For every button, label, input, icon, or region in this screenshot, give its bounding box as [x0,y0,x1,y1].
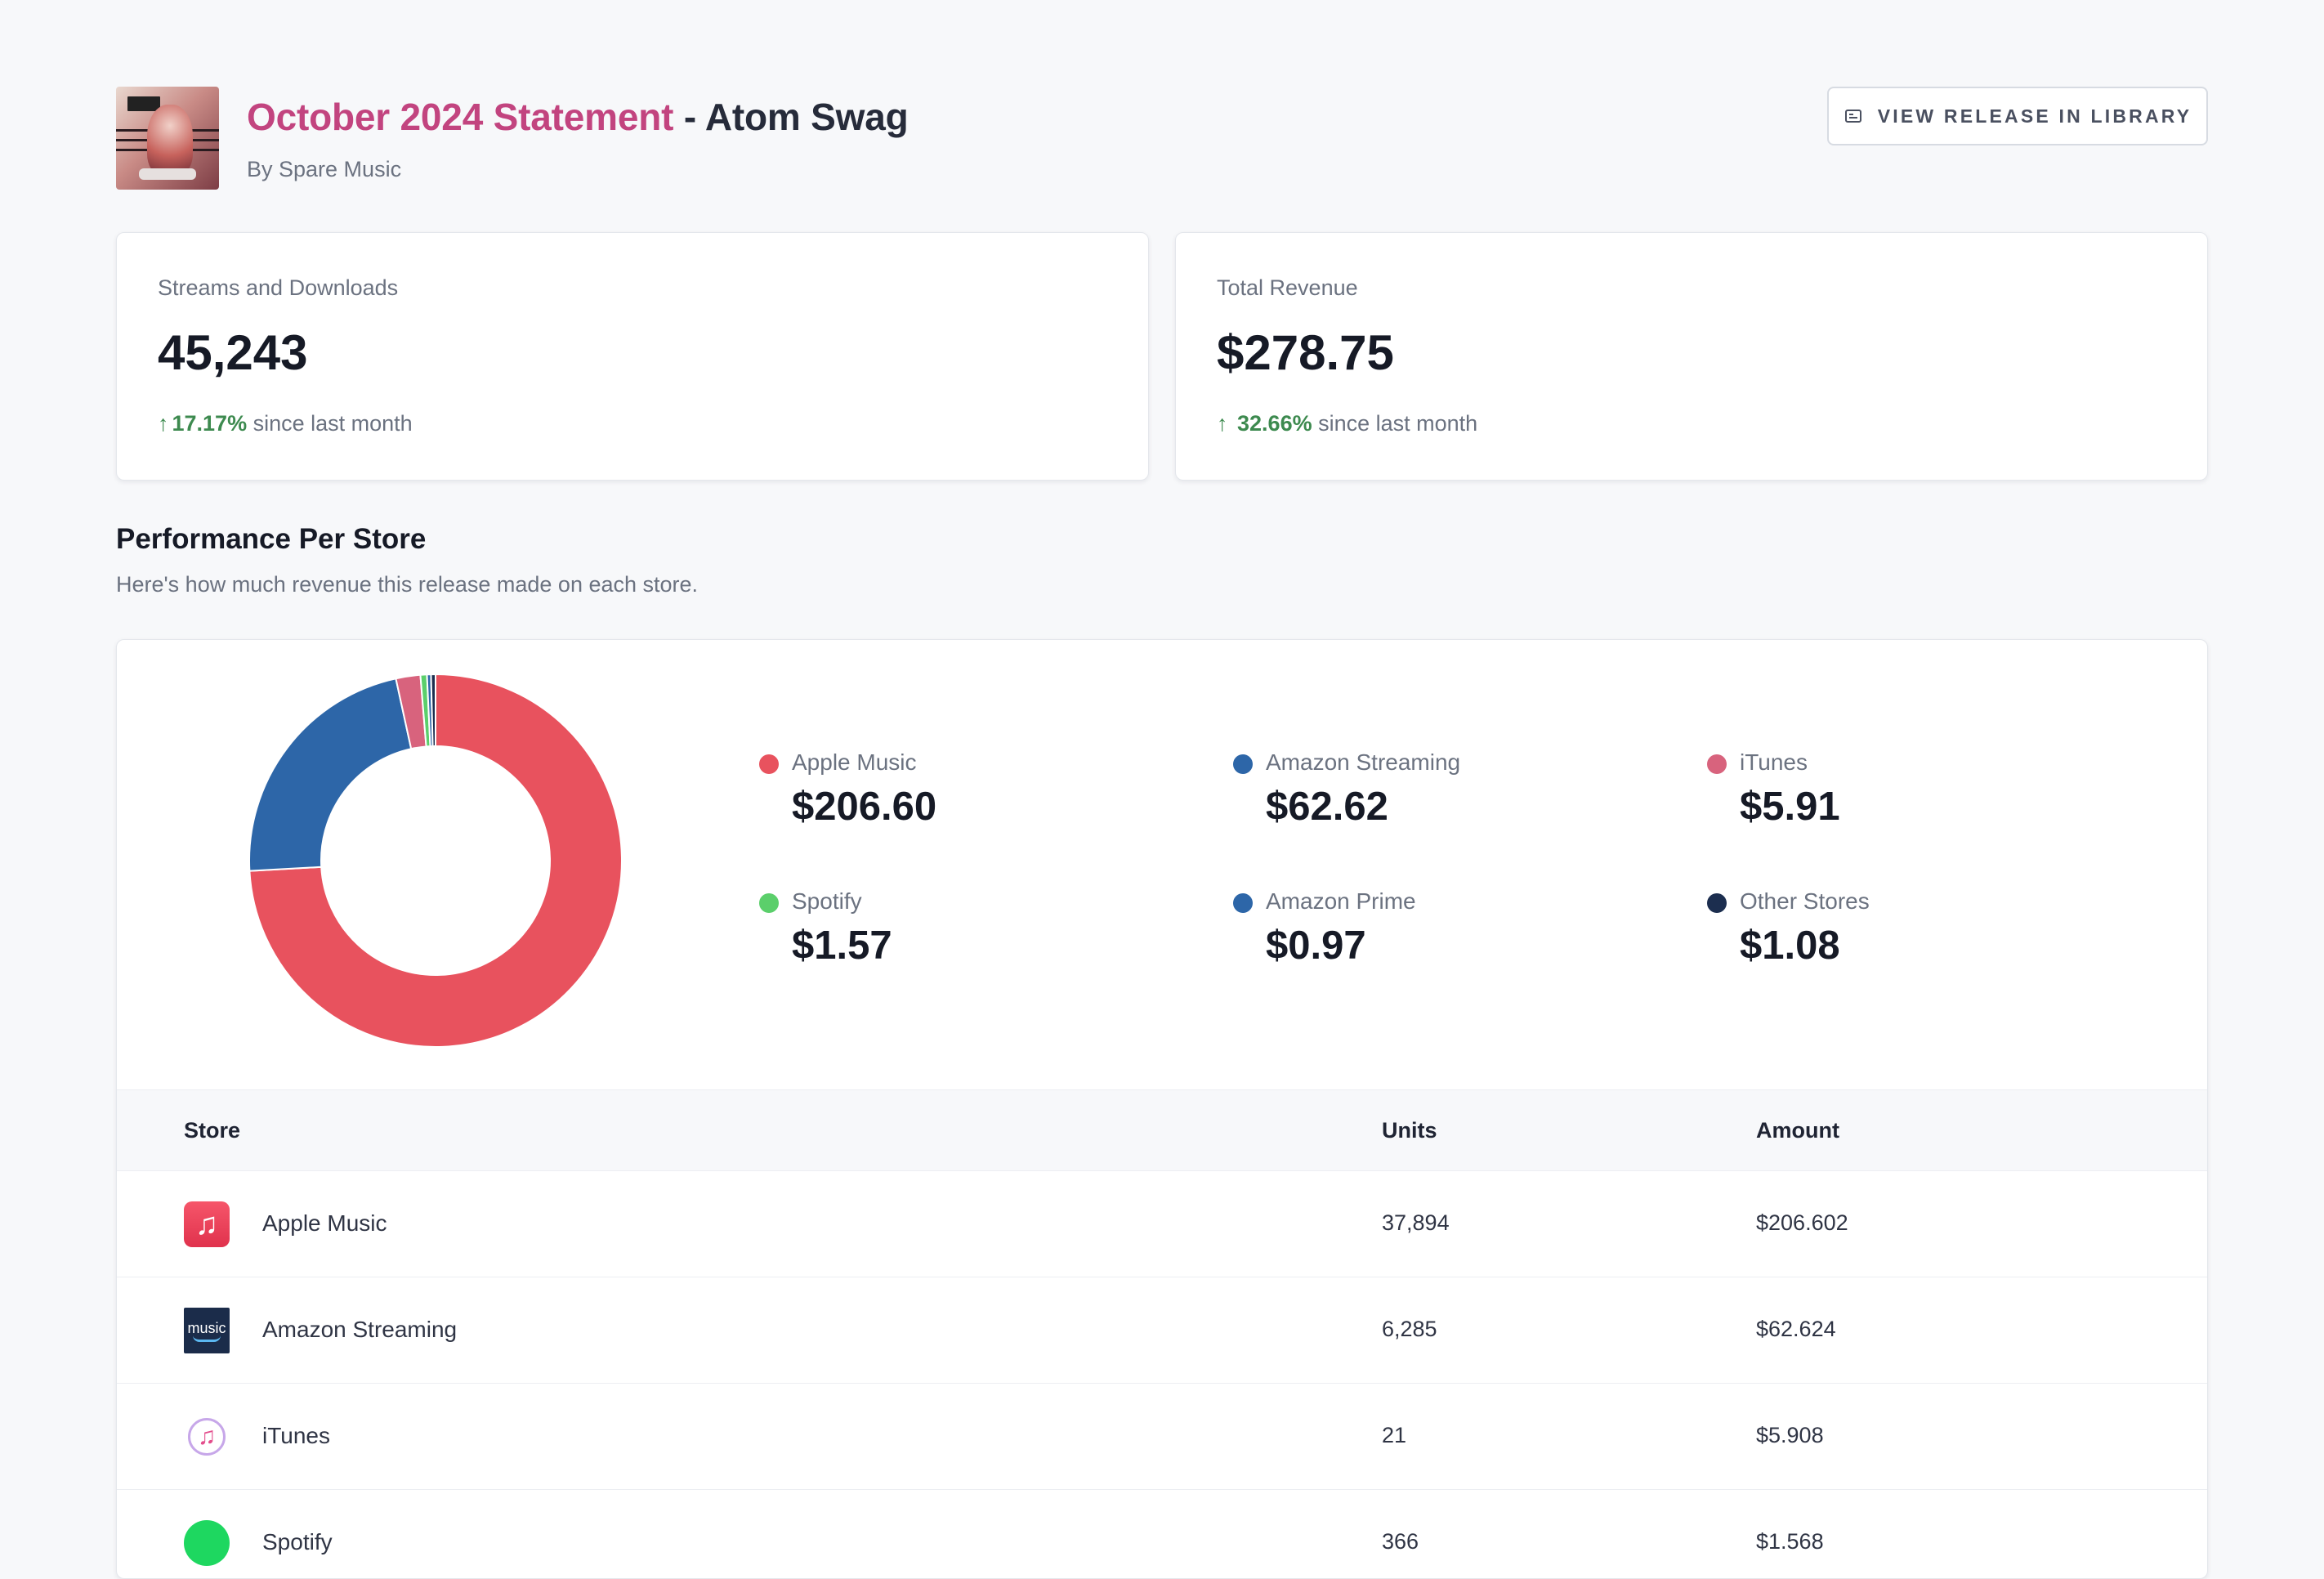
column-header-units: Units [1382,1118,1437,1143]
legend-dot [1707,893,1727,913]
statement-header: October 2024 Statement - Atom Swag By Sp… [116,87,2208,193]
legend-store-amount: $206.60 [792,785,937,829]
stat-label: Total Revenue [1217,275,1358,300]
release-cover-art [116,87,219,190]
view-release-in-library-label: VIEW RELEASE IN LIBRARY [1877,105,2192,127]
store-amount: $1.568 [1756,1529,1824,1554]
amazon-music-logo-text: music [187,1319,226,1336]
itunes-icon: ♫ [188,1418,226,1456]
store-units: 366 [1382,1529,1419,1554]
statement-period: October 2024 Statement [247,96,674,138]
legend-store-name: Amazon Streaming [1266,749,1461,775]
stat-value: 45,243 [158,325,308,380]
legend-item-amazon-prime: Amazon Prime $0.97 [1233,883,1658,982]
stat-change-percent: 32.66% [1237,411,1312,436]
arrow-up-icon: ↑ [1217,411,1235,436]
table-row: ♫ Apple Music 37,894 $206.602 [117,1171,2207,1277]
section-title: Performance Per Store [116,523,427,555]
legend-store-name: Apple Music [792,749,917,775]
legend-store-amount: $1.08 [1740,924,1840,968]
store-amount: $5.908 [1756,1423,1824,1447]
legend-dot [1707,754,1727,774]
legend-store-name: Spotify [792,888,862,914]
library-icon [1844,110,1861,123]
donut-slice-apple-music [248,673,623,1048]
store-amount: $206.602 [1756,1210,1848,1235]
legend-store-amount: $5.91 [1740,785,1840,829]
store-name: Amazon Streaming [262,1317,458,1342]
column-header-amount: Amount [1756,1118,1839,1143]
legend-item-other-stores: Other Stores $1.08 [1707,883,2132,982]
legend-store-amount: $62.62 [1266,785,1388,829]
store-name: iTunes [262,1423,331,1448]
column-header-store: Store [184,1118,241,1143]
stat-change-suffix: since last month [247,411,413,436]
view-release-in-library-button[interactable]: VIEW RELEASE IN LIBRARY [1827,87,2208,145]
stat-change: ↑ 17.17% since last month [158,411,413,436]
legend-store-name: Amazon Prime [1266,888,1416,914]
legend-store-name: iTunes [1740,749,1808,775]
table-row: Spotify 366 $1.568 [117,1490,2207,1578]
revenue-donut-chart [248,673,623,1048]
legend-dot [759,893,779,913]
legend-dot [759,754,779,774]
legend-item-apple-music: Apple Music $206.60 [759,745,1184,843]
store-amount: $62.624 [1756,1317,1836,1341]
apple-music-icon: ♫ [184,1201,230,1247]
spotify-icon [184,1520,230,1566]
page-title: October 2024 Statement - Atom Swag [247,95,909,139]
store-name: Apple Music [262,1210,387,1236]
performance-per-store-card: Apple Music $206.60 Amazon Streaming $62… [116,639,2208,1579]
legend-dot [1233,754,1253,774]
streams-downloads-card: Streams and Downloads 45,243 ↑ 17.17% sin… [116,232,1149,481]
legend-item-spotify: Spotify $1.57 [759,883,1184,982]
store-table-header: Store Units Amount [117,1089,2207,1171]
table-row: ♫ iTunes 21 $5.908 [117,1384,2207,1490]
release-artist: By Spare Music [247,157,402,181]
amazon-music-icon: music [184,1308,230,1353]
stat-value: $278.75 [1217,325,1394,380]
legend-item-itunes: iTunes $5.91 [1707,745,2132,843]
store-units: 6,285 [1382,1317,1437,1341]
legend-store-amount: $1.57 [792,924,892,968]
stat-change-percent: 17.17% [172,411,248,436]
section-subtitle: Here's how much revenue this release mad… [116,572,699,597]
stat-change-suffix: since last month [1312,411,1478,436]
table-row: music Amazon Streaming 6,285 $62.624 [117,1277,2207,1384]
legend-item-amazon-streaming: Amazon Streaming $62.62 [1233,745,1658,843]
legend-store-name: Other Stores [1740,888,1870,914]
arrow-up-icon: ↑ [158,411,169,436]
stat-change: ↑ 32.66% since last month [1217,411,1477,436]
stat-label: Streams and Downloads [158,275,399,300]
store-units: 37,894 [1382,1210,1450,1235]
legend-dot [1233,893,1253,913]
donut-slice-other-stores [430,673,436,748]
release-title: - Atom Swag [673,96,909,138]
store-name: Spotify [262,1529,333,1554]
total-revenue-card: Total Revenue $278.75 ↑ 32.66% since las… [1175,232,2208,481]
store-units: 21 [1382,1423,1407,1447]
legend-store-amount: $0.97 [1266,924,1366,968]
donut-slice-amazon-streaming [248,678,413,872]
